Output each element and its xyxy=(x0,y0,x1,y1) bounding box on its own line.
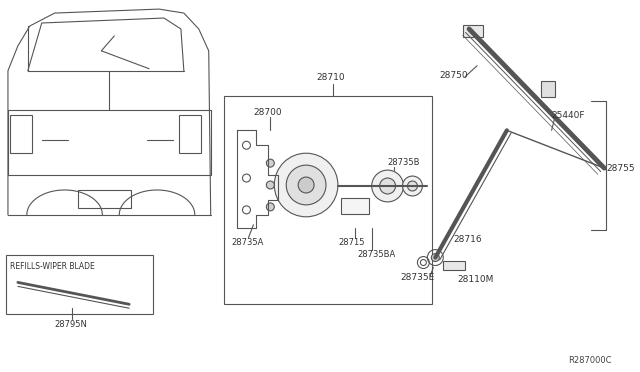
Text: 28700: 28700 xyxy=(253,108,282,117)
Circle shape xyxy=(403,176,422,196)
Text: 28735E: 28735E xyxy=(401,273,435,282)
Bar xyxy=(223,96,433,304)
Text: 28735A: 28735A xyxy=(232,238,264,247)
Bar xyxy=(10,115,32,153)
Bar xyxy=(6,254,153,314)
Text: 28735B: 28735B xyxy=(388,158,420,167)
Text: 28795N: 28795N xyxy=(54,320,88,328)
Circle shape xyxy=(431,254,439,262)
Circle shape xyxy=(266,159,275,167)
Bar xyxy=(341,198,369,214)
Bar xyxy=(541,81,555,97)
Text: 25440F: 25440F xyxy=(552,111,585,120)
Text: 28735BA: 28735BA xyxy=(358,250,396,259)
Text: REFILLS-WIPER BLADE: REFILLS-WIPER BLADE xyxy=(10,262,95,271)
Text: R287000C: R287000C xyxy=(568,356,612,365)
Bar xyxy=(179,115,201,153)
Bar xyxy=(463,25,483,37)
Circle shape xyxy=(372,170,403,202)
Text: 28755: 28755 xyxy=(606,164,635,173)
Circle shape xyxy=(408,181,417,191)
Text: 28710: 28710 xyxy=(316,73,345,82)
Circle shape xyxy=(266,181,275,189)
Text: 28715: 28715 xyxy=(338,238,364,247)
Circle shape xyxy=(266,203,275,211)
Text: 28716: 28716 xyxy=(453,235,482,244)
Circle shape xyxy=(286,165,326,205)
Text: 28110M: 28110M xyxy=(457,275,493,284)
Circle shape xyxy=(380,178,396,194)
Text: 28750: 28750 xyxy=(439,71,468,80)
Circle shape xyxy=(275,153,338,217)
Bar xyxy=(77,190,131,208)
Bar xyxy=(444,260,465,270)
Circle shape xyxy=(298,177,314,193)
